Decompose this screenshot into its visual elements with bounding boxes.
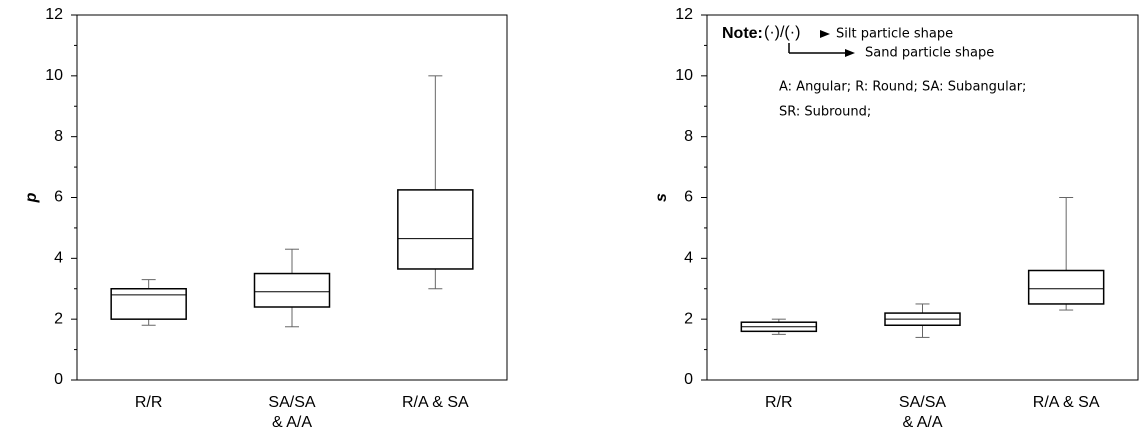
y-axis-label: s xyxy=(653,193,670,202)
x-tick-label: SA/SA & A/A xyxy=(898,394,947,431)
y-tick-label: 6 xyxy=(684,189,693,206)
x-tick-label: SA/SA & A/A xyxy=(268,394,316,431)
note-label: Note: xyxy=(722,25,763,42)
y-tick-label: 10 xyxy=(45,67,63,84)
sand-label: Sand particle shape xyxy=(865,46,994,61)
y-tick-label: 4 xyxy=(684,250,693,267)
box xyxy=(110,288,187,320)
y-tick-label: 8 xyxy=(684,128,693,145)
note-symbol: (·)/(·) xyxy=(764,24,800,41)
silt-label: Silt particle shape xyxy=(836,27,953,42)
box xyxy=(253,272,331,308)
y-tick-label: 8 xyxy=(54,128,63,145)
x-tick-label: R/A & SA xyxy=(1032,394,1100,411)
y-tick-label: 12 xyxy=(675,6,693,23)
legend-line: A: Angular; R: Round; SA: Subangular; xyxy=(779,80,1026,95)
x-tick-label: R/R xyxy=(134,394,163,411)
note-arrows xyxy=(788,30,855,57)
box xyxy=(397,189,474,270)
x-tick-label: R/A & SA xyxy=(401,394,469,411)
y-axis-label: p xyxy=(23,192,40,203)
y-tick-label: 0 xyxy=(684,371,693,388)
x-tick-label: R/R xyxy=(765,394,793,411)
y-tick-label: 0 xyxy=(54,371,63,388)
y-tick-label: 4 xyxy=(54,250,63,267)
legend-line: SR: Subround; xyxy=(779,105,871,120)
box xyxy=(1027,269,1105,305)
y-tick-label: 6 xyxy=(54,189,63,206)
y-tick-label: 12 xyxy=(45,6,63,23)
y-tick-label: 10 xyxy=(675,67,693,84)
y-tick-label: 2 xyxy=(54,310,63,327)
y-tick-label: 2 xyxy=(684,310,693,327)
